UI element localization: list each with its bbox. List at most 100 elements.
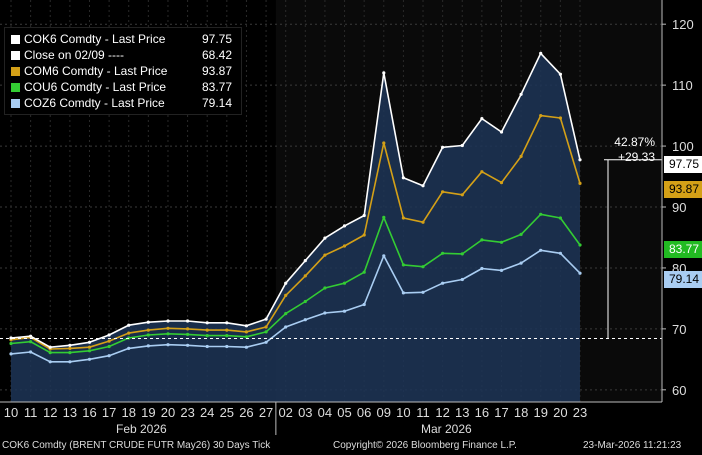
- series-point: [303, 274, 307, 278]
- series-point: [539, 114, 543, 118]
- series-point: [244, 330, 248, 334]
- legend-item-close-ref: Close on 02/09 ---- 68.42: [11, 47, 232, 63]
- x-tick-label: 19: [534, 405, 548, 420]
- x-tick-label: 12: [43, 405, 57, 420]
- y-tick-label: 60: [672, 383, 686, 398]
- legend-swatch: [11, 51, 20, 61]
- series-point: [186, 327, 190, 331]
- y-tick-label: 90: [672, 200, 686, 215]
- series-point: [146, 320, 150, 324]
- x-tick-label: 04: [318, 405, 332, 420]
- series-line: [10, 249, 581, 363]
- series-point: [9, 352, 13, 356]
- series-point: [578, 158, 582, 162]
- x-tick-label: 23: [180, 405, 194, 420]
- legend-label: COU6 Comdty - Last Price: [24, 80, 167, 94]
- series-point: [68, 343, 72, 347]
- series-point: [68, 346, 72, 350]
- x-tick-label: 18: [514, 405, 528, 420]
- x-tick-label: 06: [357, 405, 371, 420]
- series-point: [48, 345, 52, 349]
- x-tick-label: 10: [4, 405, 18, 420]
- x-tick-label: 16: [82, 405, 96, 420]
- series-point: [499, 181, 504, 185]
- x-tick-label: 05: [337, 405, 351, 420]
- x-tick-label: 26: [239, 405, 253, 420]
- change-absolute: +29.33: [617, 150, 655, 164]
- series-point: [519, 154, 523, 158]
- legend-label: COK6 Comdty - Last Price: [24, 32, 166, 46]
- series-point: [558, 216, 563, 220]
- x-tick-label: 27: [259, 405, 273, 420]
- last-price-flag-cou6: 83.77: [664, 241, 702, 258]
- series-point: [382, 71, 386, 75]
- series-point: [421, 265, 425, 269]
- series-point: [87, 349, 92, 353]
- x-tick-label: 25: [220, 405, 234, 420]
- footer-copyright: Copyright© 2026 Bloomberg Finance L.P.: [333, 440, 517, 451]
- series-point: [362, 233, 366, 237]
- series-point: [48, 360, 52, 364]
- series-point: [225, 321, 229, 325]
- x-tick-label: 24: [200, 405, 214, 420]
- legend-item-cou6: COU6 Comdty - Last Price 83.77: [11, 79, 232, 95]
- y-tick-label: 110: [672, 78, 693, 93]
- series-point: [480, 170, 484, 174]
- series-point: [29, 340, 33, 344]
- series-point: [9, 341, 13, 346]
- series-point: [127, 346, 131, 350]
- series-point: [578, 271, 582, 275]
- legend-value: 93.87: [201, 64, 232, 78]
- legend-value: 83.77: [201, 80, 232, 94]
- x-tick-label: 13: [63, 405, 77, 420]
- series-point: [558, 116, 563, 120]
- y-tick-label: 70: [672, 322, 686, 337]
- series-point: [284, 312, 288, 316]
- series-point: [342, 281, 347, 285]
- series-point: [460, 277, 464, 282]
- series-point: [68, 351, 72, 355]
- legend: COK6 Comdty - Last Price 97.75 Close on 0…: [4, 27, 242, 115]
- legend-swatch: [11, 99, 20, 109]
- series-point: [382, 254, 386, 258]
- series-point: [264, 325, 268, 329]
- series-point: [539, 248, 543, 252]
- series-point: [29, 334, 33, 338]
- x-tick-label: 17: [102, 405, 116, 420]
- series-point: [244, 345, 248, 349]
- series-point: [186, 319, 190, 323]
- series-point: [519, 232, 523, 236]
- series-point: [205, 321, 209, 325]
- series-point: [519, 261, 523, 265]
- x-tick-label: 17: [494, 405, 508, 420]
- series-point: [421, 220, 425, 224]
- series-point: [578, 181, 582, 185]
- month-label-mar: Mar 2026: [421, 422, 472, 436]
- series-point: [225, 328, 229, 332]
- series-point: [401, 263, 405, 267]
- series-point: [401, 176, 405, 180]
- series-point: [499, 268, 504, 272]
- series-line: [10, 114, 581, 350]
- series-point: [48, 351, 52, 355]
- series-point: [401, 216, 405, 220]
- series-line: [10, 52, 581, 348]
- series-point: [480, 238, 484, 242]
- series-point: [323, 253, 327, 257]
- series-point: [284, 281, 288, 285]
- series-point: [460, 252, 464, 256]
- series-point: [166, 343, 170, 347]
- series-point: [166, 319, 170, 323]
- legend-item-coz6: COZ6 Comdty - Last Price 79.14: [11, 95, 232, 111]
- series-point: [362, 270, 366, 274]
- x-tick-label: 09: [377, 405, 391, 420]
- series-point: [323, 311, 327, 315]
- series-point: [480, 117, 484, 121]
- y-tick-label: 120: [672, 17, 694, 32]
- legend-label: COM6 Comdty - Last Price: [24, 64, 168, 78]
- series-point: [166, 332, 170, 336]
- series-point: [107, 339, 111, 343]
- footer-security: COK6 Comdty (BRENT CRUDE FUTR May26) 30 …: [2, 440, 271, 451]
- series-point: [166, 326, 170, 330]
- footer-timestamp: 23-Mar-2026 11:21:23: [583, 440, 682, 451]
